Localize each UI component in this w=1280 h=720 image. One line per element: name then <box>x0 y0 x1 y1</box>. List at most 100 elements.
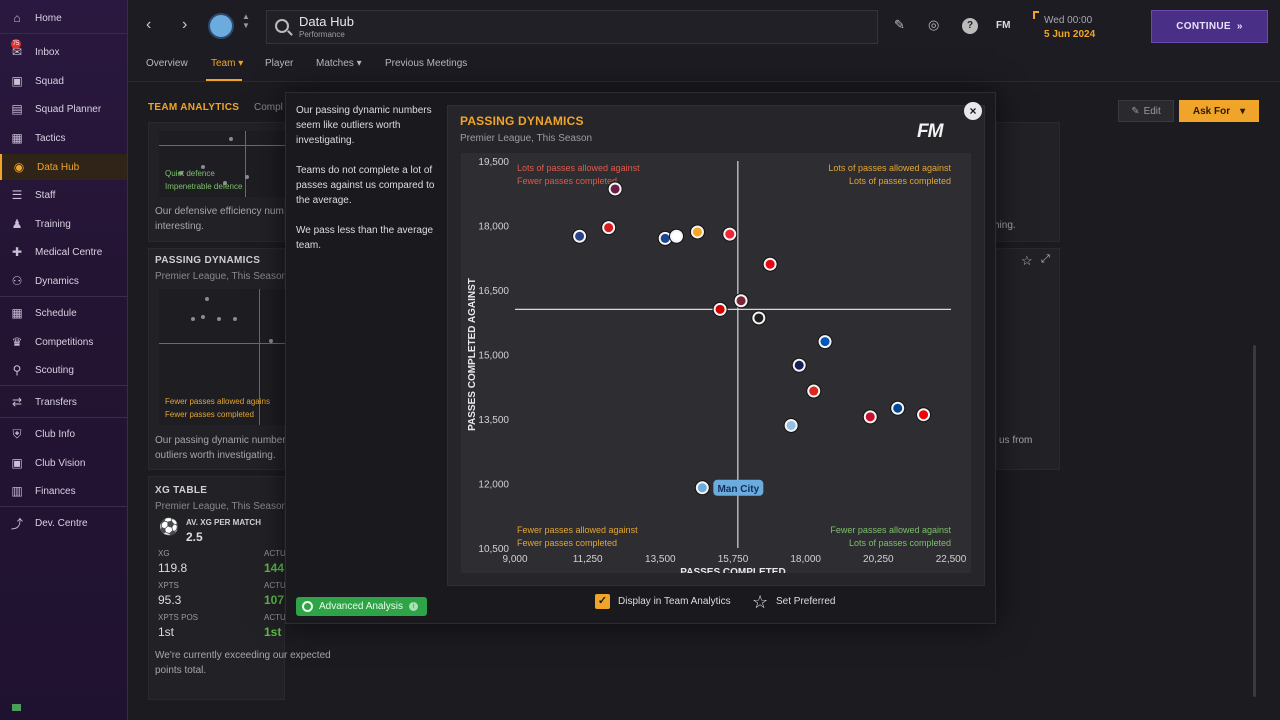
sidebar-item-dynamics[interactable]: ⚇ Dynamics <box>0 268 127 294</box>
mini-point <box>245 175 249 179</box>
stat-value: 107 <box>264 593 285 607</box>
star-icon[interactable]: ☆ <box>752 592 769 612</box>
club-switch-icon[interactable]: ▲ ▼ <box>242 12 250 30</box>
medical-icon: ✚ <box>11 245 23 259</box>
team-crest <box>820 337 830 347</box>
tab-team[interactable]: Team ▾ <box>211 58 243 69</box>
sidebar-item-medical-centre[interactable]: ✚ Medical Centre <box>0 239 127 265</box>
dynamics-icon: ⚇ <box>11 274 23 288</box>
x-axis-label: PASSES COMPLETED <box>680 567 785 573</box>
sidebar-item-dev-centre[interactable]: ⤴ Dev. Centre <box>0 510 127 536</box>
x-tick-label: 11,250 <box>573 554 603 565</box>
expand-icon[interactable]: ⤢ <box>1041 253 1050 265</box>
scrollbar[interactable] <box>1253 345 1256 697</box>
star-icon[interactable]: ☆ <box>1021 253 1033 268</box>
team-crest <box>671 231 681 241</box>
x-tick-label: 9,000 <box>502 554 527 565</box>
highlight-crest <box>697 483 707 493</box>
stat-label: XPTS POS <box>158 613 199 622</box>
chevron-down-icon: ▾ <box>356 58 362 69</box>
sidebar-item-schedule[interactable]: ▦ Schedule <box>0 300 127 326</box>
forward-arrow-icon[interactable]: › <box>182 16 188 33</box>
team-crest <box>715 304 725 314</box>
quadrant-label: Fewer passes completed <box>517 538 617 548</box>
tab-overview[interactable]: Overview <box>146 58 188 69</box>
inbox-badge: 75 <box>11 39 21 49</box>
training-icon: ♟ <box>11 217 23 231</box>
shirt-icon: ▣ <box>11 74 23 88</box>
globe-icon[interactable]: ◎ <box>928 17 940 32</box>
team-crest <box>692 227 702 237</box>
passing-panel: PASSING DYNAMICS Premier League, This Se… <box>148 248 287 470</box>
info-icon[interactable]: i <box>408 602 418 611</box>
sidebar: ⌂ Home ✉ 75 Inbox ▣ Squad ▤ Squad Planner ▦ Ta… <box>0 0 128 720</box>
divider <box>0 506 127 507</box>
inbox-icon: ✉ 75 <box>11 39 23 59</box>
sidebar-item-staff[interactable]: ☰ Staff <box>0 182 127 208</box>
sidebar-item-transfers[interactable]: ⇄ Transfers <box>0 389 127 415</box>
x-tick-label: 20,250 <box>863 554 894 565</box>
set-preferred-label[interactable]: Set Preferred <box>776 596 836 607</box>
advanced-analysis-button[interactable]: Advanced Analysis i <box>296 597 427 616</box>
quadrant-label: Quiet defence <box>165 169 215 178</box>
tab-player[interactable]: Player <box>265 58 294 69</box>
back-arrow-icon[interactable]: ‹ <box>146 16 152 33</box>
y-tick-label: 12,000 <box>478 480 509 491</box>
advanced-analysis-label: Advanced Analysis <box>319 601 403 612</box>
x-tick-label: 22,500 <box>936 554 967 565</box>
insight-paragraph: We pass less than the average team. <box>296 225 434 251</box>
sidebar-item-competitions[interactable]: ♛ Competitions <box>0 329 127 355</box>
edit-button[interactable]: ✎ Edit <box>1118 100 1174 122</box>
team-crest <box>919 410 929 420</box>
mini-point <box>229 137 233 141</box>
stat-value: 1st <box>264 625 282 639</box>
display-checkbox[interactable]: ✓ <box>595 594 610 609</box>
sidebar-item-label: Training <box>35 218 71 230</box>
sidebar-item-home[interactable]: ⌂ Home <box>0 5 127 31</box>
team-crest <box>786 420 796 430</box>
sidebar-item-squad[interactable]: ▣ Squad <box>0 68 127 94</box>
defence-panel: Quiet defence Impenetrable defence Our d… <box>148 122 286 242</box>
section-title: TEAM ANALYTICS <box>148 102 240 113</box>
team-crest <box>610 184 620 194</box>
sidebar-item-club-info[interactable]: ⛨ Club Info <box>0 421 127 447</box>
y-tick-label: 13,500 <box>478 415 509 426</box>
sidebar-item-inbox[interactable]: ✉ 75 Inbox <box>0 39 127 65</box>
divider <box>0 417 127 418</box>
y-axis-label: PASSES COMPLETED AGAINST <box>467 278 478 431</box>
tab-matches[interactable]: Matches ▾ <box>316 58 362 69</box>
search-bar[interactable]: Data Hub Performance <box>266 10 878 44</box>
fm-menu-icon[interactable]: FM <box>996 20 1011 31</box>
x-tick-label: 18,000 <box>790 554 821 565</box>
quadrant-label: Fewer passes completed <box>165 410 254 419</box>
quadrant-label: Fewer passes allowed against <box>830 525 951 535</box>
mini-point <box>201 165 205 169</box>
page-subtitle: Performance <box>299 30 345 39</box>
pencil-icon[interactable]: ✎ <box>894 17 905 32</box>
sidebar-item-label: Finances <box>35 485 76 497</box>
highlight-label: Man City <box>717 484 759 495</box>
panel-title: PASSING DYNAMICS <box>155 255 261 266</box>
ask-for-button[interactable]: Ask For ▾ <box>1179 100 1259 122</box>
planner-icon: ▤ <box>11 102 23 116</box>
sidebar-item-tactics[interactable]: ▦ Tactics <box>0 125 127 151</box>
continue-button[interactable]: CONTINUE » <box>1151 10 1268 43</box>
sidebar-item-training[interactable]: ♟ Training <box>0 211 127 237</box>
data-hub-icon: ◉ <box>13 160 25 174</box>
sidebar-item-data-hub[interactable]: ◉ Data Hub <box>0 154 127 180</box>
mini-point <box>233 317 237 321</box>
close-button[interactable]: × <box>962 100 986 122</box>
tab-previous-meetings[interactable]: Previous Meetings <box>385 58 468 69</box>
sidebar-item-scouting[interactable]: ⚲ Scouting <box>0 357 127 383</box>
club-crest-icon[interactable] <box>208 13 234 39</box>
sidebar-item-label: Squad Planner <box>35 103 102 115</box>
sidebar-item-squad-planner[interactable]: ▤ Squad Planner <box>0 96 127 122</box>
sidebar-item-club-vision[interactable]: ▣ Club Vision <box>0 450 127 476</box>
help-icon[interactable]: ? <box>962 18 978 34</box>
sidebar-item-label: Tactics <box>35 132 66 144</box>
panel-title: XG TABLE <box>155 485 208 496</box>
mini-point <box>223 181 227 185</box>
panel-text: Our defensive efficiency num <box>155 206 284 217</box>
sidebar-item-finances[interactable]: ▥ Finances <box>0 478 127 504</box>
analysis-icon <box>302 601 313 612</box>
